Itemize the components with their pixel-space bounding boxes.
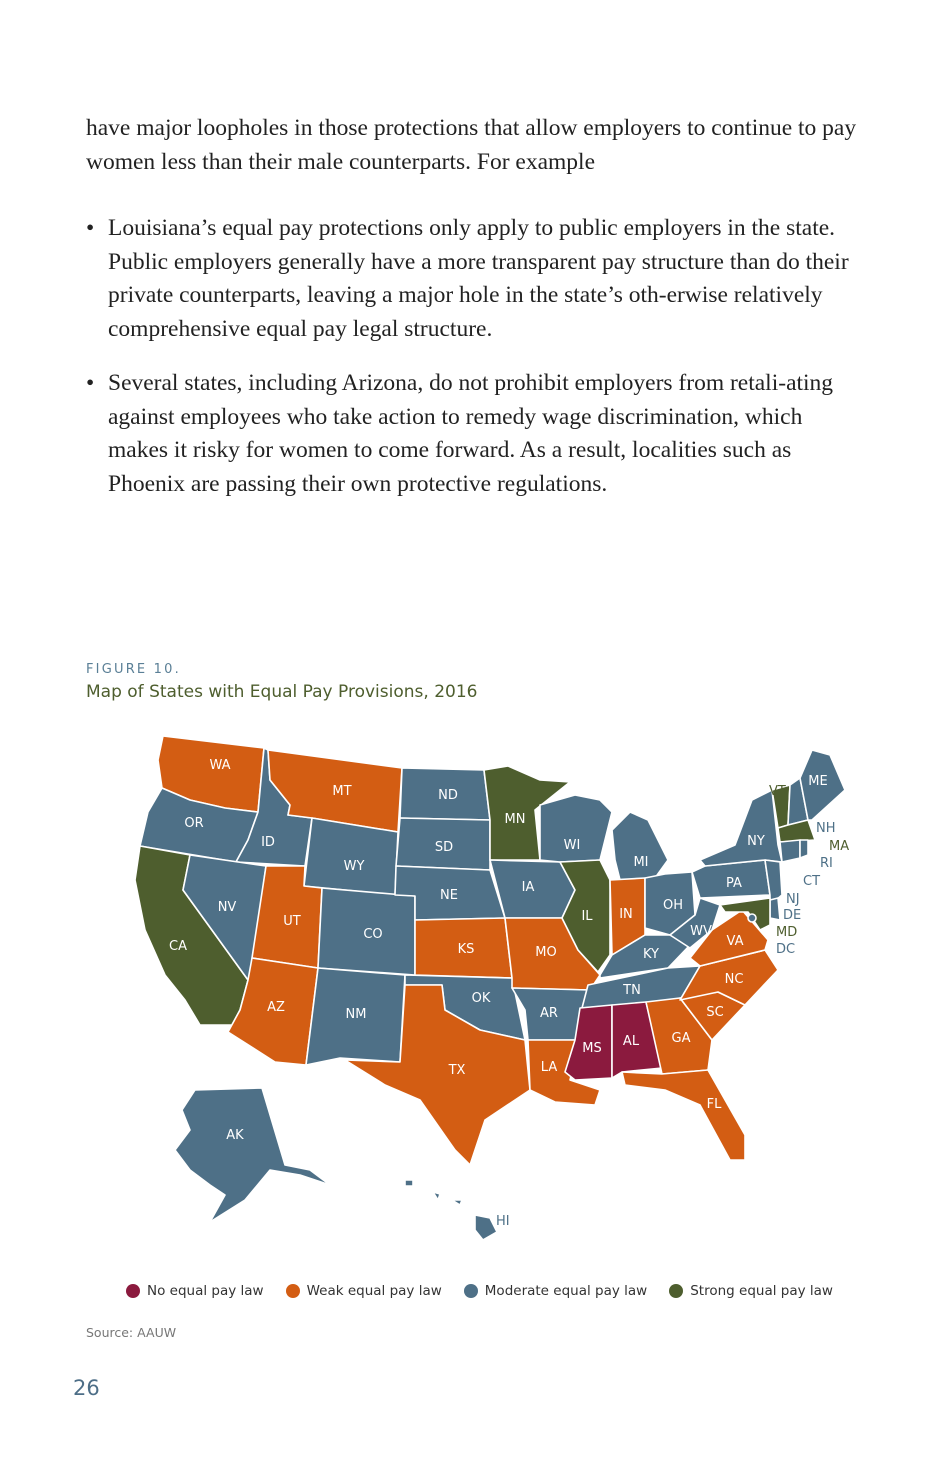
legend-dot-icon xyxy=(463,1284,478,1298)
svg-text:RI: RI xyxy=(820,856,833,871)
legend-label: No equal pay law xyxy=(147,1283,264,1299)
map-legend: No equal pay law Weak equal pay law Mode… xyxy=(126,1283,833,1299)
legend-label: Moderate equal pay law xyxy=(484,1283,648,1299)
state-tx xyxy=(344,984,531,1166)
svg-text:IL: IL xyxy=(581,909,593,924)
svg-text:ID: ID xyxy=(261,835,275,850)
state-nm xyxy=(305,967,406,1066)
svg-text:OH: OH xyxy=(663,898,683,913)
svg-text:LA: LA xyxy=(541,1060,558,1075)
bullet-text: Louisiana’s equal pay protections only a… xyxy=(108,215,849,342)
state-ct xyxy=(779,839,801,863)
svg-text:MD: MD xyxy=(776,925,797,940)
state-mi xyxy=(611,811,669,881)
bullet-marker: • xyxy=(86,215,95,241)
svg-text:FL: FL xyxy=(707,1097,722,1112)
svg-text:TX: TX xyxy=(448,1063,466,1078)
svg-text:WY: WY xyxy=(344,859,365,874)
svg-text:MN: MN xyxy=(505,812,526,827)
svg-text:IA: IA xyxy=(522,880,535,895)
svg-text:NM: NM xyxy=(346,1007,367,1022)
svg-text:AR: AR xyxy=(540,1006,558,1021)
svg-text:PA: PA xyxy=(726,876,742,891)
bullet-text: Several states, including Arizona, do no… xyxy=(108,370,834,497)
svg-text:NY: NY xyxy=(747,834,765,849)
svg-text:NV: NV xyxy=(218,900,237,915)
svg-text:NC: NC xyxy=(725,972,744,987)
state-dc xyxy=(747,913,757,923)
svg-text:DE: DE xyxy=(783,908,801,923)
legend-item-weak: Weak equal pay law xyxy=(285,1283,442,1299)
svg-text:ND: ND xyxy=(438,788,458,803)
svg-text:WV: WV xyxy=(690,924,712,939)
svg-text:UT: UT xyxy=(283,914,301,929)
legend-item-moderate: Moderate equal pay law xyxy=(463,1283,648,1299)
legend-dot-icon xyxy=(285,1284,300,1298)
state-de xyxy=(769,897,781,921)
svg-text:OK: OK xyxy=(472,991,491,1006)
state-ga xyxy=(645,997,713,1075)
svg-text:AZ: AZ xyxy=(267,1000,285,1015)
svg-text:ME: ME xyxy=(808,774,827,789)
state-md xyxy=(719,897,771,931)
legend-label: Strong equal pay law xyxy=(690,1283,833,1299)
bullet-item-louisiana: • Louisiana’s equal pay protections only… xyxy=(86,212,866,346)
svg-text:CO: CO xyxy=(363,927,382,942)
state-ma xyxy=(777,819,816,843)
svg-text:MI: MI xyxy=(633,855,648,870)
svg-text:OR: OR xyxy=(184,816,203,831)
svg-text:AL: AL xyxy=(623,1034,640,1049)
svg-text:HI: HI xyxy=(496,1214,510,1229)
page-number: 26 xyxy=(73,1376,100,1400)
svg-text:KS: KS xyxy=(458,942,475,957)
legend-dot-icon xyxy=(669,1284,684,1298)
svg-text:GA: GA xyxy=(672,1031,691,1046)
state-labels: WA MT ND MN OR ID SD WI WY MI NY IA NE P… xyxy=(169,758,828,1143)
bullet-marker: • xyxy=(86,370,95,396)
svg-text:MS: MS xyxy=(582,1041,601,1056)
state-wy xyxy=(303,817,399,896)
svg-text:CT: CT xyxy=(803,874,820,889)
svg-text:KY: KY xyxy=(643,947,659,962)
svg-text:SC: SC xyxy=(706,1005,723,1020)
figure-source: Source: AAUW xyxy=(86,1325,177,1340)
state-ny xyxy=(699,789,783,867)
bullet-list: • Louisiana’s equal pay protections only… xyxy=(86,212,866,522)
svg-text:IN: IN xyxy=(619,907,633,922)
svg-text:VT: VT xyxy=(769,784,786,799)
legend-dot-icon xyxy=(126,1284,140,1298)
svg-text:MO: MO xyxy=(535,945,556,960)
legend-item-none: No equal pay law xyxy=(126,1283,264,1299)
state-hi xyxy=(404,1179,498,1241)
svg-text:AK: AK xyxy=(226,1128,244,1143)
state-fl xyxy=(621,1069,746,1161)
svg-text:MT: MT xyxy=(332,784,351,799)
legend-label: Weak equal pay law xyxy=(306,1283,442,1299)
svg-text:DC: DC xyxy=(776,942,795,957)
svg-text:NE: NE xyxy=(440,888,458,903)
svg-text:NH: NH xyxy=(816,821,836,836)
us-equal-pay-map: WA MT ND MN OR ID SD WI WY MI NY IA NE P… xyxy=(0,720,950,1260)
svg-text:VA: VA xyxy=(727,934,744,949)
svg-text:WA: WA xyxy=(209,758,230,773)
state-mn xyxy=(483,765,571,861)
callout-labels: VT NH MA RI CT NJ DE MD DC HI xyxy=(496,784,849,1229)
state-ri xyxy=(799,839,809,859)
svg-text:MA: MA xyxy=(829,839,849,854)
figure-label: FIGURE 10. xyxy=(86,662,181,677)
svg-text:WI: WI xyxy=(564,838,581,853)
svg-text:SD: SD xyxy=(435,840,453,855)
state-il xyxy=(559,859,611,973)
svg-text:NJ: NJ xyxy=(786,892,800,907)
intro-paragraph: have major loopholes in those protection… xyxy=(86,115,857,175)
bullet-item-arizona: • Several states, including Arizona, do … xyxy=(86,367,866,501)
state-ak xyxy=(174,1087,331,1223)
legend-item-strong: Strong equal pay law xyxy=(669,1283,833,1299)
state-wi xyxy=(539,794,613,863)
svg-text:TN: TN xyxy=(622,983,641,998)
figure-title: Map of States with Equal Pay Provisions,… xyxy=(86,682,478,702)
svg-text:CA: CA xyxy=(169,939,187,954)
